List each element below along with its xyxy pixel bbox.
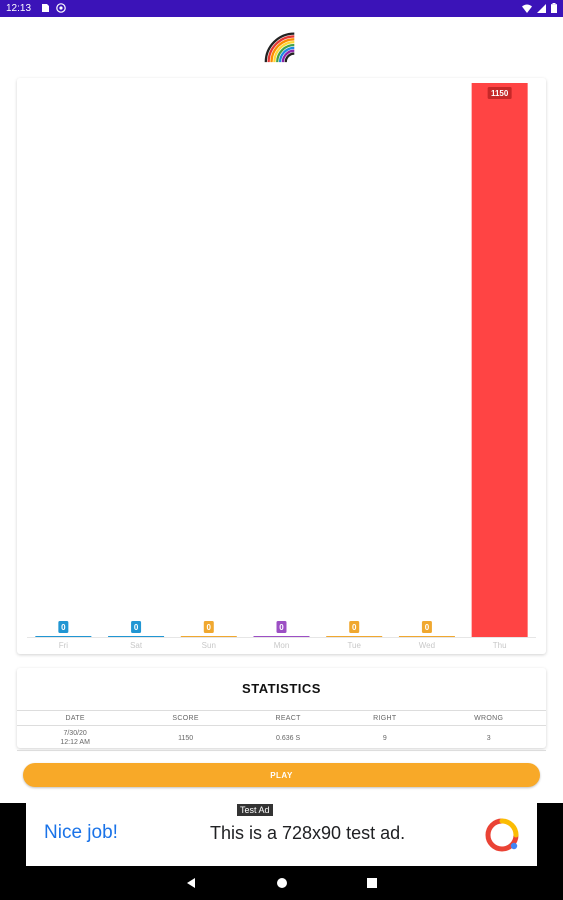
battery-icon — [551, 3, 557, 13]
sim-icon — [42, 4, 49, 12]
wifi-icon — [522, 4, 532, 13]
back-icon[interactable] — [183, 875, 199, 891]
bar-thu — [471, 83, 528, 637]
ad-content[interactable]: Nice job! This is a 728x90 test ad. — [26, 803, 537, 866]
cell-react: 0.636 S — [237, 725, 339, 751]
data-label-wed: 0 — [425, 623, 430, 632]
at-icon — [56, 3, 66, 13]
navigation-bar — [0, 866, 563, 900]
statistics-card: STATISTICS DATE SCORE REACT RIGHT WRONG … — [17, 668, 546, 751]
tick-label-sun: Sun — [202, 641, 216, 650]
data-label-fri: 0 — [61, 623, 66, 632]
bar-tue — [326, 636, 383, 637]
data-label-badge-sun — [203, 621, 214, 633]
data-label-sat: 0 — [134, 623, 139, 632]
data-label-badge-fri — [58, 621, 69, 633]
bar-fri — [35, 636, 92, 637]
data-label-mon: 0 — [279, 623, 284, 632]
ad-label: Test Ad — [237, 804, 273, 816]
cell-date: 7/30/20 12:12 AM — [17, 725, 134, 751]
data-label-badge-tue — [349, 621, 360, 633]
cell-wrong: 3 — [431, 725, 546, 751]
cell-date-time: 12:12 AM — [60, 739, 90, 746]
bar-chart: 0 Fri 0 Sat 0 Sun 0 Mon 0 Tue 0 Wed 1150 Thu — [27, 83, 536, 650]
rainbow-icon — [264, 32, 295, 63]
cell-score: 1150 — [133, 725, 238, 751]
admob-logo-icon — [485, 818, 519, 852]
home-icon[interactable] — [274, 875, 290, 891]
ad-text: This is a 728x90 test ad. — [210, 823, 406, 843]
tick-label-wed: Wed — [419, 641, 435, 650]
ad-headline: Nice job! — [44, 822, 118, 843]
tick-label-mon: Mon — [274, 641, 290, 650]
data-label-thu: 1150 — [491, 89, 509, 98]
table-header-row: DATE SCORE REACT RIGHT WRONG — [17, 710, 546, 726]
column-header-score: SCORE — [133, 710, 238, 726]
cell-date-day: 7/30/20 — [63, 730, 87, 737]
data-label-badge-thu — [487, 87, 512, 99]
data-label-badge-mon — [276, 621, 287, 633]
column-header-wrong: WRONG — [431, 710, 546, 726]
bar-sun — [180, 636, 237, 637]
bar-sat — [108, 636, 165, 637]
tick-label-thu: Thu — [493, 641, 507, 650]
bar-mon — [253, 636, 310, 637]
data-label-tue: 0 — [352, 623, 357, 632]
bar-wed — [398, 636, 455, 637]
data-label-badge-wed — [421, 621, 432, 633]
tick-label-fri: Fri — [59, 641, 69, 650]
column-header-react: REACT — [237, 710, 339, 726]
column-header-date: DATE — [17, 710, 134, 726]
table-row: 7/30/20 12:12 AM 1150 0.636 S 9 3 — [17, 725, 546, 751]
data-label-badge-sat — [131, 621, 142, 633]
play-button[interactable]: PLAY — [23, 763, 540, 787]
signal-icon — [537, 3, 546, 13]
status-bar: 12:13 — [0, 0, 563, 17]
tick-label-sat: Sat — [130, 641, 143, 650]
chart-card: 0 Fri 0 Sat 0 Sun 0 Mon 0 Tue 0 Wed 1150 Thu — [17, 78, 546, 654]
statistics-title: STATISTICS — [242, 681, 321, 696]
ad-banner[interactable]: Nice job! This is a 728x90 test ad. Test… — [0, 803, 563, 866]
recents-icon[interactable] — [364, 875, 380, 891]
tick-label-tue: Tue — [347, 641, 361, 650]
status-time: 12:13 — [6, 3, 32, 14]
data-label-sun: 0 — [207, 623, 212, 632]
cell-right: 9 — [338, 725, 432, 751]
statistics-table: DATE SCORE REACT RIGHT WRONG 7/30/20 12:… — [17, 710, 546, 751]
column-header-right: RIGHT — [338, 710, 432, 726]
